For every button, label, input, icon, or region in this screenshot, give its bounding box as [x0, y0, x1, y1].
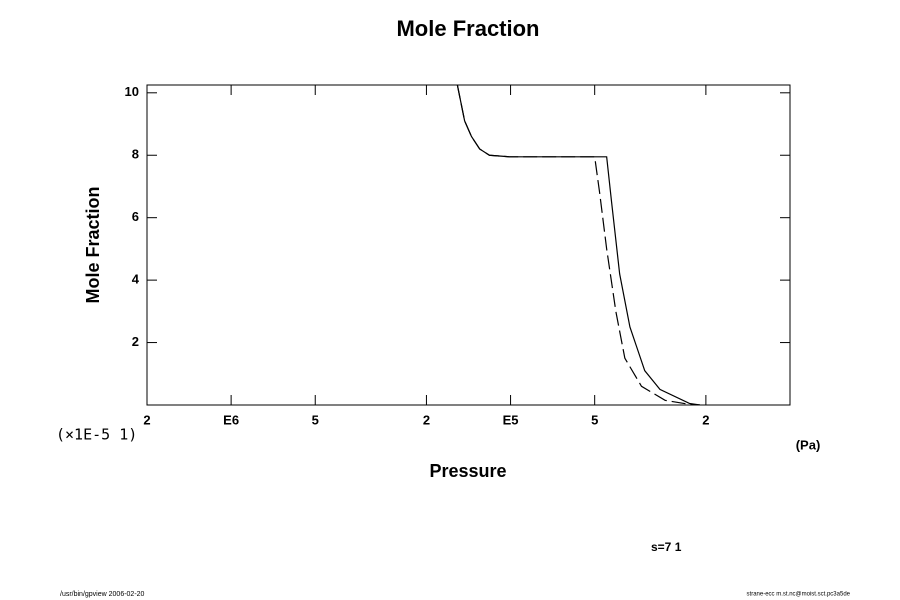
y-tick-label: 6 [132, 209, 139, 224]
plot-frame [146, 84, 791, 406]
x-tick-label: 5 [312, 412, 319, 427]
y-scale-note: (×1E-5 1) [56, 426, 137, 444]
y-tick-label: 8 [132, 147, 139, 162]
footer-right: strane-ecc m.st.nc@moist.sct.pc3a5de [747, 592, 851, 598]
x-tick-label: 5 [591, 412, 598, 427]
chart-title: Mole Fraction [396, 16, 539, 41]
x-tick-label: 2 [702, 412, 709, 427]
data-line [456, 85, 701, 405]
y-tick-label: 4 [132, 272, 140, 287]
y-tick-label: 2 [132, 334, 139, 349]
y-tick-label: 10 [125, 84, 139, 99]
x-tick-label: E6 [223, 412, 239, 427]
x-tick-label: 2 [423, 412, 430, 427]
x-unit: (Pa) [796, 437, 821, 452]
y-axis-label: Mole Fraction [83, 186, 103, 303]
x-axis-label: Pressure [429, 461, 506, 481]
footer-left: /usr/bin/gpview 2006-02-20 [60, 591, 145, 598]
x-tick-label: 2 [143, 412, 150, 427]
x-tick-label: E5 [503, 412, 519, 427]
annotation: s=7 1 [651, 540, 682, 554]
data-line [456, 85, 700, 405]
